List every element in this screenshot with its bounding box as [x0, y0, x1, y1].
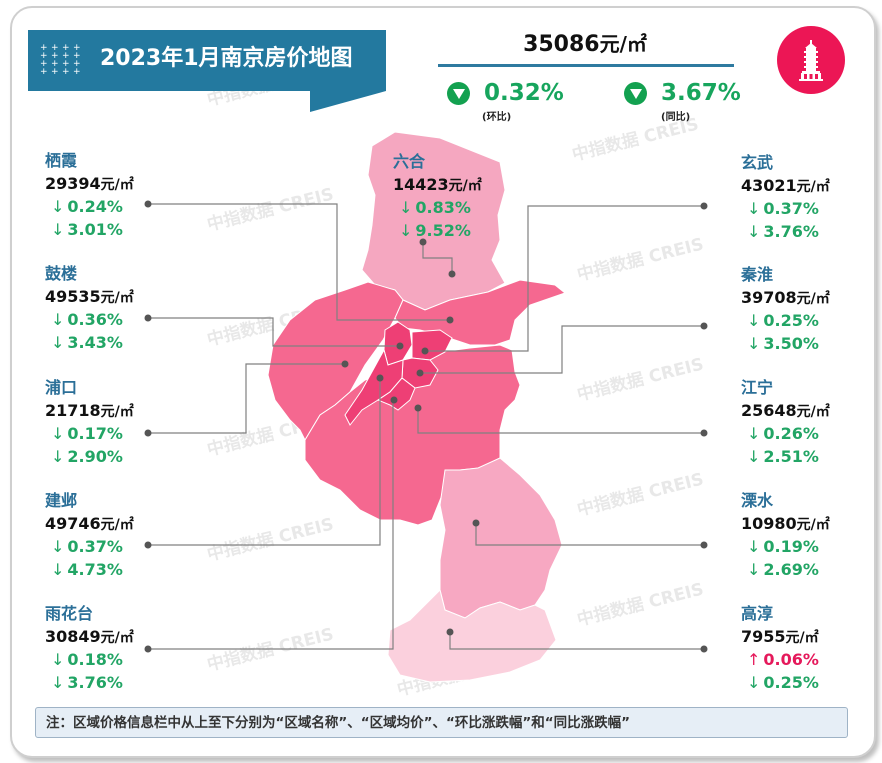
region-name: 栖霞 — [45, 151, 78, 170]
decorative-plus-grid: + + + + + + + + + + + + + + + + — [40, 43, 81, 77]
region-price: 43021元/㎡ — [741, 175, 830, 195]
region-lishui: 溧水 10980元/㎡ ↓ 0.19% ↓ 2.69% — [741, 490, 830, 581]
region-yoy: ↓ 3.76% — [51, 672, 123, 692]
footnote: 注：区域价格信息栏中从上至下分别为“区域名称”、“区域均价”、“环比涨跌幅”和“… — [35, 707, 848, 738]
region-yoy: ↓ 3.76% — [747, 221, 819, 241]
region-price: 49535元/㎡ — [45, 286, 134, 306]
region-gaochun: 高淳 7955元/㎡ ↑ 0.06% ↓ 0.25% — [741, 603, 819, 694]
region-name: 江宁 — [741, 378, 774, 397]
region-yoy: ↓ 3.43% — [51, 332, 123, 352]
region-pukou: 浦口 21718元/㎡ ↓ 0.17% ↓ 2.90% — [45, 377, 134, 468]
average-price-value: 35086 — [523, 32, 600, 57]
region-yoy: ↓ 2.69% — [747, 559, 819, 579]
region-liuhe: 六合 14423元/㎡ ↓ 0.83% ↓ 9.52% — [393, 151, 482, 242]
yoy-label: (同比) — [661, 112, 691, 123]
region-price: 25648元/㎡ — [741, 400, 830, 420]
region-mom: ↓ 0.24% — [51, 197, 123, 216]
region-yuhuatai: 雨花台 30849元/㎡ ↓ 0.18% ↓ 3.76% — [45, 603, 134, 694]
district-qixia — [394, 279, 567, 346]
region-price: 14423元/㎡ — [393, 174, 482, 194]
region-jianye: 建邺 49746元/㎡ ↓ 0.37% ↓ 4.73% — [45, 490, 134, 581]
region-name: 雨花台 — [45, 604, 94, 623]
price-unit: 元/㎡ — [599, 32, 647, 56]
region-price: 30849元/㎡ — [45, 626, 134, 646]
region-yoy: ↓ 3.01% — [51, 219, 123, 239]
district-gaochun — [387, 589, 557, 683]
region-name: 秦淮 — [741, 265, 774, 284]
region-yoy: ↓ 3.50% — [747, 333, 819, 353]
mom-label: (环比) — [482, 112, 512, 123]
yoy-change: 3.67% — [624, 80, 741, 106]
region-qinhuai: 秦淮 39708元/㎡ ↓ 0.25% ↓ 3.50% — [741, 264, 830, 355]
region-yoy: ↓ 0.25% — [747, 672, 819, 692]
divider — [438, 64, 734, 67]
region-name: 浦口 — [45, 378, 78, 397]
region-mom: ↓ 0.83% — [399, 198, 471, 217]
district-lishui — [439, 457, 563, 619]
region-mom: ↓ 0.17% — [51, 424, 123, 443]
page-title: 2023年1月南京房价地图 — [100, 46, 353, 71]
down-triangle-icon — [447, 81, 470, 105]
mom-change: 0.32% — [447, 80, 564, 106]
region-xuanwu: 玄武 43021元/㎡ ↓ 0.37% ↓ 3.76% — [741, 152, 830, 243]
region-name: 鼓楼 — [45, 264, 78, 283]
region-price: 29394元/㎡ — [45, 173, 134, 193]
region-name: 建邺 — [45, 491, 78, 510]
mom-change-value: 0.32% — [484, 80, 564, 106]
region-qixia: 栖霞 29394元/㎡ ↓ 0.24% ↓ 3.01% — [45, 150, 134, 241]
region-jiangning: 江宁 25648元/㎡ ↓ 0.26% ↓ 2.51% — [741, 377, 830, 468]
title-banner — [28, 30, 386, 91]
region-name: 溧水 — [741, 491, 774, 510]
region-yoy: ↓ 4.73% — [51, 559, 123, 579]
region-price: 7955元/㎡ — [741, 626, 819, 646]
region-price: 39708元/㎡ — [741, 287, 830, 307]
region-yoy: ↓ 9.52% — [399, 220, 471, 240]
region-gulou: 鼓楼 49535元/㎡ ↓ 0.36% ↓ 3.43% — [45, 263, 134, 354]
region-mom: ↓ 0.25% — [747, 311, 819, 330]
region-mom: ↓ 0.36% — [51, 310, 123, 329]
yoy-change-value: 3.67% — [661, 80, 741, 106]
district-yuhuatai — [376, 377, 416, 411]
region-mom: ↓ 0.18% — [51, 650, 123, 669]
district-pukou — [267, 281, 404, 442]
region-mom: ↓ 0.37% — [747, 199, 819, 218]
region-yoy: ↓ 2.90% — [51, 446, 123, 466]
region-name: 玄武 — [741, 153, 774, 172]
region-mom: ↑ 0.06% — [747, 650, 819, 669]
region-mom: ↓ 0.26% — [747, 424, 819, 443]
down-triangle-icon — [624, 81, 647, 105]
region-price: 49746元/㎡ — [45, 513, 134, 533]
city-average-price: 35086元/㎡ — [440, 28, 730, 57]
region-price: 10980元/㎡ — [741, 513, 830, 533]
region-mom: ↓ 0.19% — [747, 537, 819, 556]
region-name: 高淳 — [741, 604, 774, 623]
region-price: 21718元/㎡ — [45, 400, 134, 420]
pagoda-icon — [777, 26, 845, 94]
region-yoy: ↓ 2.51% — [747, 446, 819, 466]
region-name: 六合 — [393, 152, 426, 171]
region-mom: ↓ 0.37% — [51, 537, 123, 556]
